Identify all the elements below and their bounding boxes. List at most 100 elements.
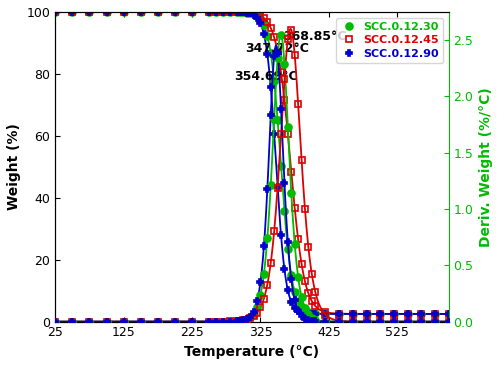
SCC.0.12.90 [258, 280, 264, 284]
Text: 347.72°C: 347.72°C [246, 42, 310, 55]
SCC.0.12.30 [274, 56, 280, 60]
SCC.0.12.90 [52, 320, 58, 324]
SCC.0.12.45 [254, 311, 260, 315]
SCC.0.12.30 [138, 320, 144, 324]
SCC.0.12.30 [377, 320, 383, 324]
SCC.0.12.45 [244, 317, 250, 322]
SCC.0.12.90 [104, 320, 110, 324]
SCC.0.12.90 [306, 318, 312, 322]
SCC.0.12.90 [350, 320, 356, 324]
Text: 354.69°C: 354.69°C [234, 70, 298, 83]
SCC.0.12.30 [418, 320, 424, 324]
SCC.0.12.45 [155, 320, 161, 324]
Line: SCC.0.12.90: SCC.0.12.90 [52, 49, 452, 325]
SCC.0.12.90 [120, 320, 126, 324]
SCC.0.12.45 [271, 229, 277, 234]
SCC.0.12.90 [155, 320, 161, 324]
SCC.0.12.30 [254, 305, 260, 309]
SCC.0.12.45 [268, 261, 274, 265]
SCC.0.12.30 [278, 32, 284, 37]
SCC.0.12.90 [86, 320, 92, 324]
SCC.0.12.90 [391, 320, 397, 324]
SCC.0.12.90 [432, 320, 438, 324]
SCC.0.12.45 [213, 320, 219, 324]
SCC.0.12.45 [350, 319, 356, 324]
SCC.0.12.45 [295, 102, 301, 106]
SCC.0.12.90 [206, 320, 212, 324]
SCC.0.12.45 [274, 186, 280, 190]
SCC.0.12.30 [288, 191, 294, 195]
SCC.0.12.45 [86, 320, 92, 324]
SCC.0.12.30 [295, 275, 301, 279]
Legend: SCC.0.12.30, SCC.0.12.45, SCC.0.12.90: SCC.0.12.30, SCC.0.12.45, SCC.0.12.90 [336, 18, 443, 63]
SCC.0.12.45 [292, 53, 298, 57]
SCC.0.12.45 [220, 320, 226, 324]
Text: 368.85°C: 368.85°C [283, 30, 346, 43]
SCC.0.12.30 [213, 320, 219, 324]
SCC.0.12.90 [271, 54, 277, 58]
SCC.0.12.45 [172, 320, 178, 324]
SCC.0.12.45 [247, 316, 253, 321]
SCC.0.12.30 [234, 319, 239, 324]
SCC.0.12.90 [292, 298, 298, 302]
SCC.0.12.30 [306, 312, 312, 317]
SCC.0.12.30 [237, 319, 243, 323]
SCC.0.12.30 [350, 320, 356, 324]
SCC.0.12.90 [226, 320, 232, 324]
SCC.0.12.30 [404, 320, 410, 324]
SCC.0.12.90 [364, 320, 370, 324]
SCC.0.12.45 [261, 296, 267, 301]
SCC.0.12.45 [302, 207, 308, 211]
SCC.0.12.45 [432, 320, 438, 324]
SCC.0.12.45 [278, 132, 284, 136]
SCC.0.12.45 [391, 320, 397, 324]
SCC.0.12.30 [206, 320, 212, 324]
SCC.0.12.30 [446, 320, 452, 324]
SCC.0.12.30 [120, 320, 126, 324]
Y-axis label: Weight (%): Weight (%) [7, 123, 21, 210]
SCC.0.12.90 [244, 317, 250, 321]
SCC.0.12.90 [172, 320, 178, 324]
SCC.0.12.45 [306, 245, 312, 249]
SCC.0.12.30 [432, 320, 438, 324]
SCC.0.12.90 [250, 309, 256, 314]
Line: SCC.0.12.45: SCC.0.12.45 [52, 26, 452, 325]
SCC.0.12.30 [244, 317, 250, 322]
SCC.0.12.45 [298, 157, 304, 162]
SCC.0.12.90 [418, 320, 424, 324]
SCC.0.12.45 [70, 320, 75, 324]
SCC.0.12.30 [292, 242, 298, 246]
SCC.0.12.30 [309, 315, 315, 320]
Line: SCC.0.12.30: SCC.0.12.30 [52, 31, 452, 325]
SCC.0.12.90 [278, 107, 284, 111]
SCC.0.12.45 [282, 77, 288, 82]
SCC.0.12.45 [285, 37, 291, 42]
SCC.0.12.30 [282, 62, 288, 66]
SCC.0.12.90 [295, 309, 301, 313]
SCC.0.12.30 [302, 306, 308, 310]
SCC.0.12.30 [336, 320, 342, 324]
SCC.0.12.90 [268, 113, 274, 117]
SCC.0.12.30 [104, 320, 110, 324]
SCC.0.12.30 [86, 320, 92, 324]
SCC.0.12.45 [418, 320, 424, 324]
SCC.0.12.30 [226, 320, 232, 324]
SCC.0.12.30 [258, 293, 264, 297]
SCC.0.12.90 [446, 320, 452, 324]
SCC.0.12.30 [322, 319, 328, 324]
SCC.0.12.30 [264, 236, 270, 240]
SCC.0.12.45 [377, 320, 383, 324]
SCC.0.12.90 [138, 320, 144, 324]
SCC.0.12.90 [312, 319, 318, 324]
SCC.0.12.45 [240, 318, 246, 323]
SCC.0.12.45 [52, 320, 58, 324]
SCC.0.12.90 [220, 320, 226, 324]
SCC.0.12.45 [264, 282, 270, 287]
SCC.0.12.45 [312, 290, 318, 294]
SCC.0.12.90 [213, 320, 219, 324]
SCC.0.12.90 [240, 318, 246, 323]
SCC.0.12.90 [336, 320, 342, 324]
SCC.0.12.30 [220, 320, 226, 324]
SCC.0.12.45 [120, 320, 126, 324]
SCC.0.12.30 [271, 116, 277, 121]
